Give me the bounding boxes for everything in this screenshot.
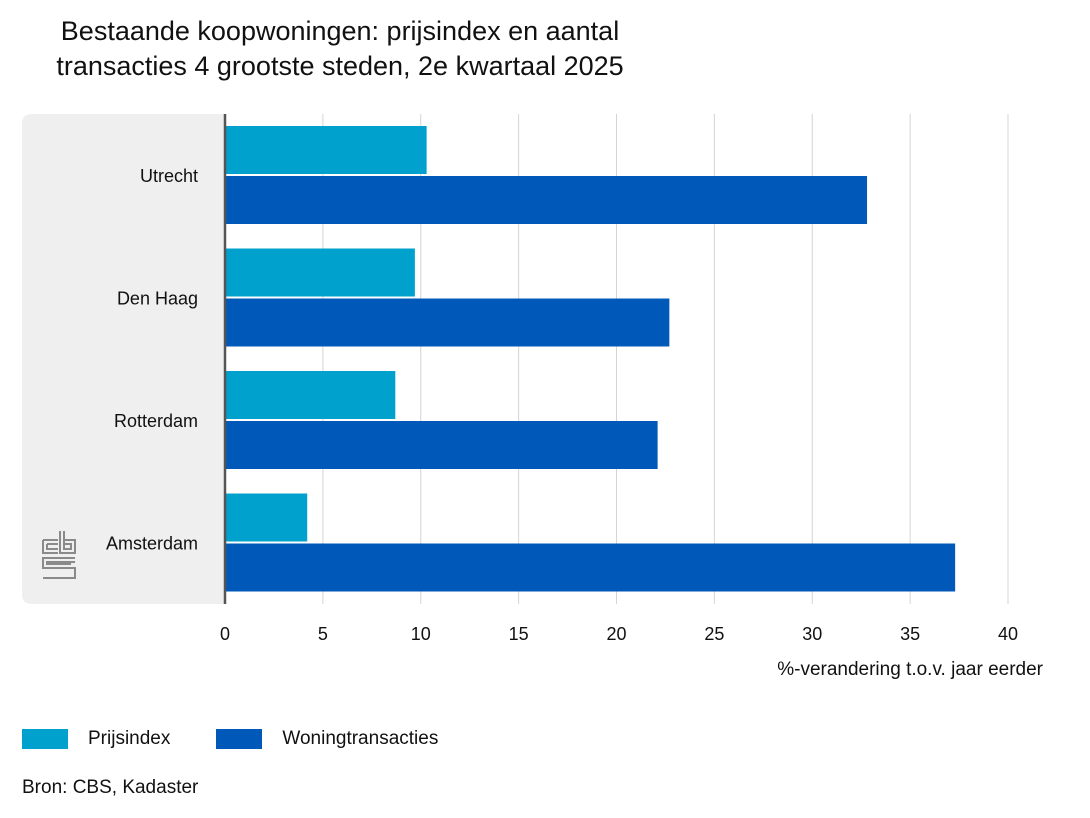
- x-tick-label-0: 0: [220, 624, 230, 644]
- x-tick-label-10: 10: [411, 624, 431, 644]
- bar-prijsindex-utrecht: [225, 126, 427, 174]
- category-label-rotterdam: Rotterdam: [114, 411, 198, 431]
- cbs-logo-icon: [42, 531, 76, 579]
- legend-label-prijsindex: Prijsindex: [88, 728, 171, 749]
- legend-label-woningtransacties: Woningtransacties: [282, 728, 439, 749]
- x-tick-label-5: 5: [318, 624, 328, 644]
- legend-swatch-prijsindex: [22, 729, 68, 749]
- bar-prijsindex-rotterdam: [225, 371, 396, 419]
- bar-woningtransacties-den-haag: [225, 298, 670, 347]
- bar-chart: Utrecht Den Haag Rotterdam Amsterdam 0 5 10 15 2…: [22, 114, 1018, 644]
- x-tick-label-15: 15: [509, 624, 529, 644]
- chart-title-line-1: Bestaande koopwoningen: prijsindex en aa…: [60, 16, 620, 46]
- x-axis-label: %-verandering t.o.v. jaar eerder: [777, 659, 1043, 680]
- x-tick-label-25: 25: [704, 624, 724, 644]
- chart-title-line-2: transacties 4 grootste steden, 2e kwarta…: [56, 51, 624, 81]
- bar-woningtransacties-amsterdam: [225, 543, 956, 592]
- category-panel: [22, 114, 225, 604]
- legend-item-woningtransacties: Woningtransacties: [216, 728, 438, 750]
- legend-item-prijsindex: Prijsindex: [22, 728, 170, 750]
- source-note: Bron: CBS, Kadaster: [22, 777, 199, 798]
- bar-woningtransacties-utrecht: [225, 176, 868, 224]
- bar-prijsindex-amsterdam: [225, 493, 308, 542]
- category-label-amsterdam: Amsterdam: [106, 534, 198, 554]
- x-tick-label-20: 20: [606, 624, 626, 644]
- category-label-den-haag: Den Haag: [117, 289, 198, 309]
- x-tick-label-40: 40: [998, 624, 1018, 644]
- legend: Prijsindex Woningtransacties: [22, 728, 484, 750]
- x-tick-label-35: 35: [900, 624, 920, 644]
- legend-swatch-woningtransacties: [216, 729, 263, 749]
- chart-title: Bestaande koopwoningen: prijsindex en aa…: [0, 14, 680, 84]
- bar-woningtransacties-rotterdam: [225, 421, 658, 469]
- x-tick-label-30: 30: [802, 624, 822, 644]
- category-label-utrecht: Utrecht: [140, 166, 198, 186]
- bar-prijsindex-den-haag: [225, 248, 415, 297]
